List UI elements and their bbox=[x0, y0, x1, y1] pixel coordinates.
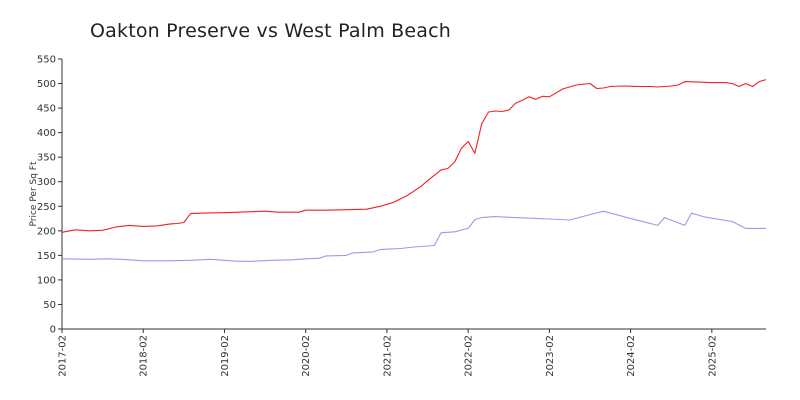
chart-title: Oakton Preserve vs West Palm Beach bbox=[90, 20, 451, 42]
y-tick-label: 550 bbox=[37, 55, 56, 66]
series-line-2 bbox=[61, 210, 766, 262]
y-tick-label: 350 bbox=[37, 153, 56, 164]
y-tick-label: 100 bbox=[37, 275, 56, 286]
y-tick-label: 200 bbox=[37, 226, 56, 237]
y-tick-label: 300 bbox=[37, 177, 56, 188]
y-tick-label: 50 bbox=[43, 300, 56, 311]
y-tick-label: 150 bbox=[37, 251, 56, 262]
x-tick-label: 2024-02 bbox=[626, 335, 637, 377]
y-tick-label: 450 bbox=[37, 104, 56, 115]
y-tick-label: 0 bbox=[50, 325, 56, 336]
y-tick-label: 250 bbox=[37, 202, 56, 213]
x-tick-label: 2019-02 bbox=[220, 335, 231, 377]
x-tick-label: 2018-02 bbox=[139, 335, 150, 377]
y-tick-label: 400 bbox=[37, 128, 56, 139]
y-tick-label: 500 bbox=[37, 79, 56, 90]
x-tick-label: 2021-02 bbox=[382, 335, 393, 377]
x-tick-label: 2017-02 bbox=[58, 335, 69, 377]
x-tick-label: 2020-02 bbox=[301, 335, 312, 377]
x-tick-label: 2025-02 bbox=[707, 335, 718, 377]
x-tick-label: 2023-02 bbox=[545, 335, 556, 377]
x-tick-label: 2022-02 bbox=[464, 335, 475, 377]
y-axis-title: Price Per Sq Ft bbox=[29, 161, 39, 226]
series-line-1 bbox=[61, 79, 767, 233]
